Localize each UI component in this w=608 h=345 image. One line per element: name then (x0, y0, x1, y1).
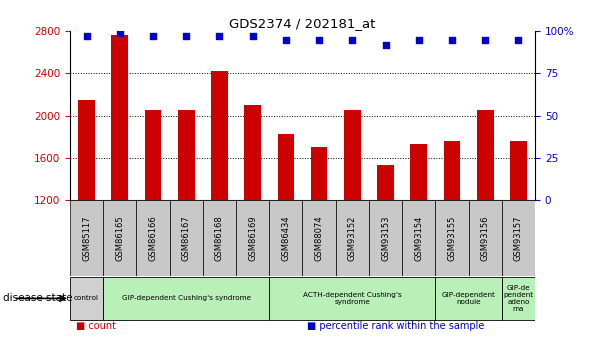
Text: GIP-dependent
nodule: GIP-dependent nodule (441, 292, 496, 305)
Bar (111, 35, 128, 200)
Point (347, 37, 357, 42)
Bar (477, 110, 494, 200)
Bar (244, 105, 261, 200)
Bar (311, 147, 327, 200)
Bar (211, 71, 228, 200)
Text: ■ percentile rank within the sample: ■ percentile rank within the sample (307, 321, 485, 331)
Bar (402, 200, 435, 276)
Bar (469, 200, 502, 276)
Bar (78, 100, 95, 200)
Text: GIP-dependent Cushing's syndrome: GIP-dependent Cushing's syndrome (122, 295, 250, 302)
Text: GSM86168: GSM86168 (215, 215, 224, 261)
Text: GSM93154: GSM93154 (414, 215, 423, 261)
Point (215, 33, 224, 39)
Text: GSM86169: GSM86169 (248, 215, 257, 261)
Point (381, 42, 390, 47)
Bar (502, 277, 535, 320)
Text: disease state: disease state (3, 294, 72, 303)
Point (81, 33, 91, 39)
Text: GSM93152: GSM93152 (348, 215, 357, 261)
Bar (510, 141, 527, 200)
Point (181, 33, 191, 39)
Text: ACTH-dependent Cushing's
syndrome: ACTH-dependent Cushing's syndrome (303, 292, 402, 305)
Bar (103, 200, 136, 276)
Text: GSM88074: GSM88074 (314, 215, 323, 261)
Text: GIP-de
pendent
adeno
ma: GIP-de pendent adeno ma (503, 285, 533, 312)
Bar (269, 277, 435, 320)
Text: GSM86167: GSM86167 (182, 215, 191, 261)
Bar (344, 110, 361, 200)
Bar (435, 200, 469, 276)
Bar (336, 200, 369, 276)
Bar (502, 200, 535, 276)
Bar (410, 144, 427, 200)
Point (281, 37, 291, 42)
Point (314, 37, 324, 42)
Bar (302, 200, 336, 276)
Bar (269, 200, 302, 276)
Title: GDS2374 / 202181_at: GDS2374 / 202181_at (229, 17, 376, 30)
Bar (170, 200, 203, 276)
Point (115, 30, 125, 36)
Bar (236, 200, 269, 276)
Point (447, 37, 457, 42)
Bar (145, 110, 161, 200)
Bar (70, 200, 103, 276)
Text: GSM85117: GSM85117 (82, 215, 91, 261)
Bar (203, 200, 236, 276)
Text: ■ count: ■ count (76, 321, 116, 331)
Text: GSM93156: GSM93156 (481, 215, 489, 261)
Point (248, 33, 258, 39)
Bar (178, 110, 195, 200)
Bar (435, 277, 502, 320)
Text: GSM93153: GSM93153 (381, 215, 390, 261)
Bar (103, 277, 269, 320)
Bar (70, 277, 103, 320)
Text: GSM86165: GSM86165 (116, 215, 124, 261)
Bar (377, 165, 394, 200)
Text: GSM86166: GSM86166 (148, 215, 157, 261)
Text: GSM93157: GSM93157 (514, 215, 523, 261)
Point (480, 37, 490, 42)
Point (148, 33, 158, 39)
Text: GSM93155: GSM93155 (447, 215, 457, 261)
Bar (278, 134, 294, 200)
Bar (444, 141, 460, 200)
Bar (136, 200, 170, 276)
Bar (369, 200, 402, 276)
Point (514, 37, 523, 42)
Text: GSM86434: GSM86434 (282, 215, 291, 261)
Text: control: control (74, 295, 99, 302)
Point (414, 37, 424, 42)
